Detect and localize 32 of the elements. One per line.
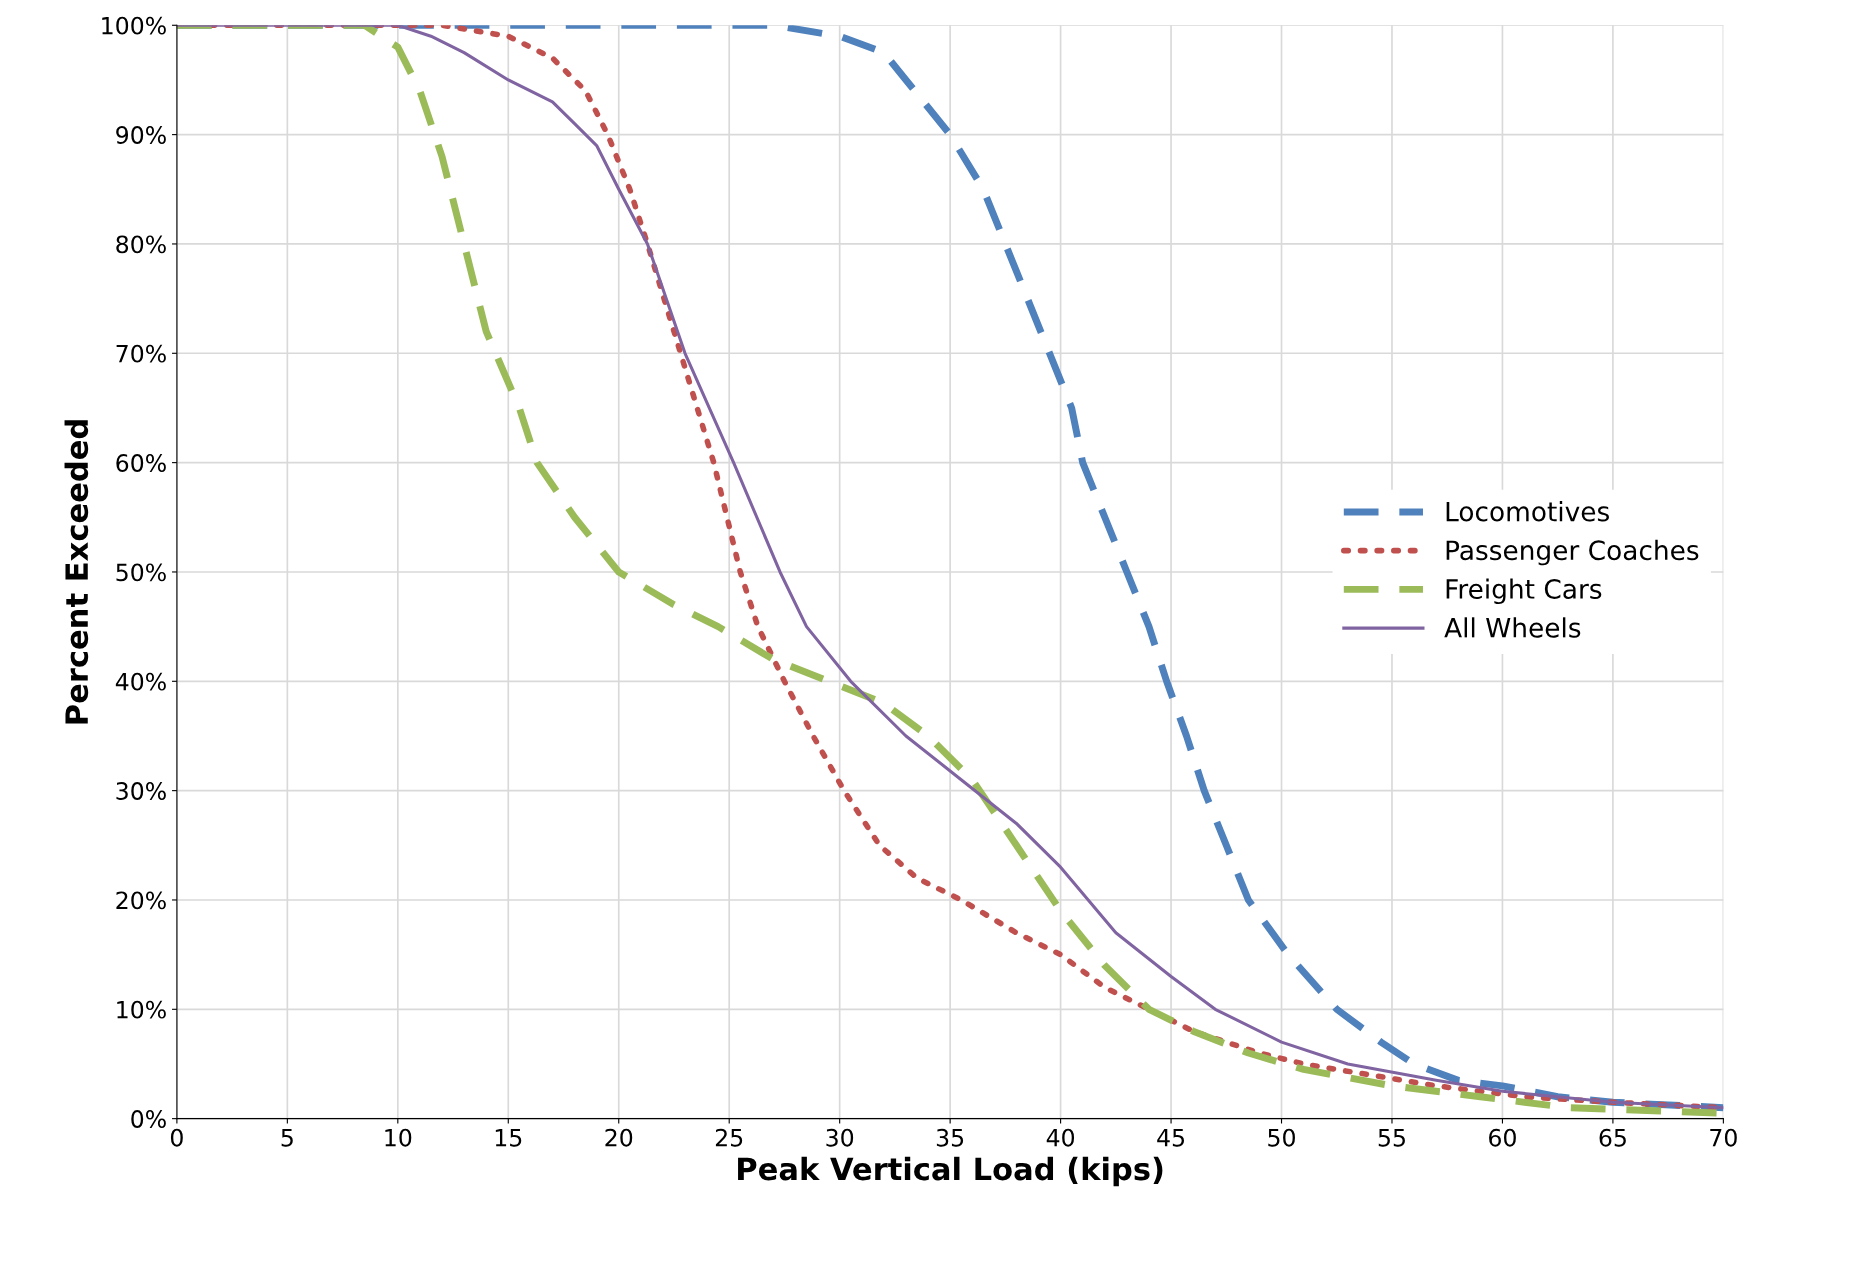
legend-label: Locomotives	[1446, 501, 1609, 522]
y-tick-label: 60%	[116, 454, 166, 472]
x-tick-label: 0	[170, 1128, 183, 1147]
x-tick-label: 50	[1268, 1128, 1295, 1147]
legend-label: Freight Cars	[1446, 578, 1602, 605]
y-axis-title: Percent Exceeded	[64, 420, 89, 724]
x-tick-label: 20	[605, 1128, 633, 1147]
x-tick-label: 25	[715, 1128, 743, 1147]
y-tick-label: 80%	[116, 235, 166, 254]
x-axis-title: Peak Vertical Load (kips)	[738, 1156, 1163, 1187]
legend-label: All Wheels	[1444, 617, 1581, 638]
y-tick-label: 50%	[116, 563, 166, 582]
x-tick-label: 45	[1157, 1129, 1185, 1147]
y-tick-label: 10%	[117, 1000, 166, 1019]
x-tick-label: 65	[1599, 1128, 1626, 1147]
x-tick-label: 55	[1378, 1129, 1405, 1147]
x-tick-label: 70	[1710, 1128, 1737, 1147]
y-tick-label: 40%	[115, 672, 166, 691]
y-tick-label: 0%	[131, 1110, 166, 1128]
x-tick-label: 15	[495, 1129, 522, 1147]
y-tick-label: 70%	[116, 344, 166, 363]
y-tick-label: 30%	[116, 782, 166, 800]
x-tick-label: 30	[826, 1128, 854, 1147]
x-tick-label: 40	[1046, 1128, 1075, 1147]
x-tick-label: 10	[385, 1128, 412, 1147]
y-tick-label: 20%	[116, 891, 166, 910]
x-tick-label: 35	[936, 1128, 964, 1147]
y-tick-label: 100%	[102, 16, 166, 35]
y-tick-label: 90%	[116, 126, 166, 144]
legend-label: Passenger Coaches	[1446, 539, 1699, 566]
x-tick-label: 5	[281, 1129, 293, 1147]
x-tick-label: 60	[1489, 1128, 1516, 1147]
